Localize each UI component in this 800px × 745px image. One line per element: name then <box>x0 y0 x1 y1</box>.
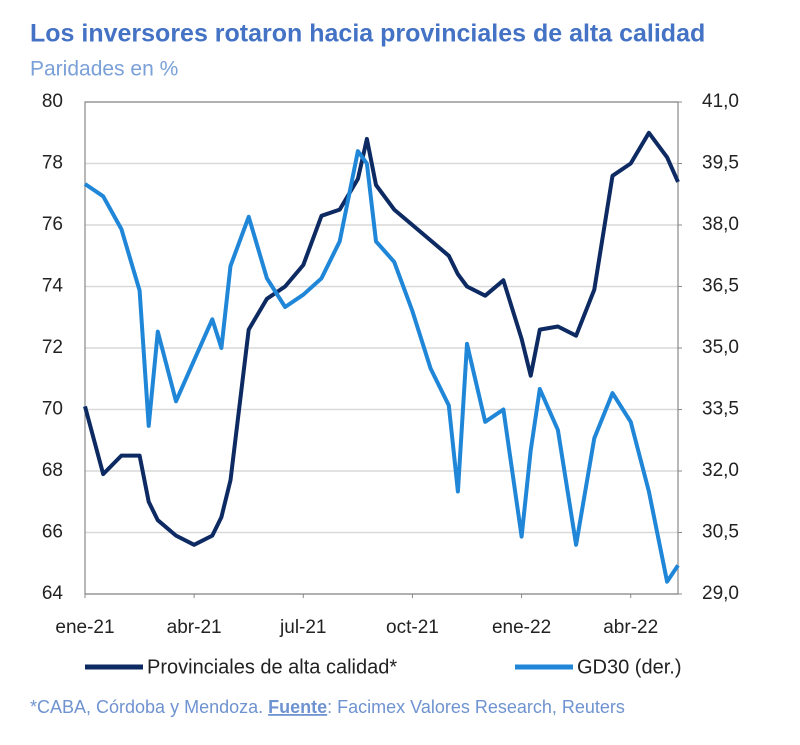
footnote-note: *CABA, Córdoba y Mendoza. <box>30 697 263 717</box>
chart-title: Los inversores rotaron hacia provinciale… <box>30 20 705 48</box>
y2-tick-label: 30,5 <box>702 522 739 543</box>
plot-frame <box>84 101 679 595</box>
y-tick-label: 64 <box>42 583 64 604</box>
x-tick-label: abr-21 <box>167 617 222 638</box>
series-line <box>83 149 680 584</box>
x-tick-label: ene-22 <box>492 617 551 638</box>
y-tick-label: 72 <box>42 337 63 358</box>
legend-label: Provinciales de alta calidad* <box>147 656 397 678</box>
y-tick-label: 80 <box>42 91 63 112</box>
y2-tick-label: 32,0 <box>702 460 739 481</box>
y-tick-label: 66 <box>42 522 63 543</box>
y-tick-label: 70 <box>42 399 63 420</box>
y2-tick-label: 39,5 <box>702 153 739 174</box>
y-tick-label: 74 <box>42 276 64 297</box>
footnote: *CABA, Córdoba y Mendoza. Fuente: Facime… <box>30 697 625 717</box>
y2-tick-label: 36,5 <box>702 276 739 297</box>
footnote-source: : Facimex Valores Research, Reuters <box>327 697 625 717</box>
y-tick-label: 78 <box>42 153 63 174</box>
x-tick-label: ene-21 <box>55 617 114 638</box>
chart-subtitle: Paridades en % <box>30 58 178 81</box>
y-tick-label: 68 <box>42 460 63 481</box>
y2-tick-label: 33,5 <box>702 399 739 420</box>
x-tick-label: oct-21 <box>386 617 439 638</box>
series-line <box>83 130 680 547</box>
x-tick-label: abr-22 <box>603 617 658 638</box>
y2-tick-label: 38,0 <box>702 214 739 235</box>
footnote-source-label: Fuente <box>268 697 327 717</box>
y2-tick-label: 35,0 <box>702 337 739 358</box>
legend-label: GD30 (der.) <box>577 656 681 678</box>
y2-tick-label: 41,0 <box>702 91 739 112</box>
y2-tick-label: 29,0 <box>702 583 739 604</box>
x-tick-label: jul-21 <box>279 617 326 638</box>
y-tick-label: 76 <box>42 214 63 235</box>
